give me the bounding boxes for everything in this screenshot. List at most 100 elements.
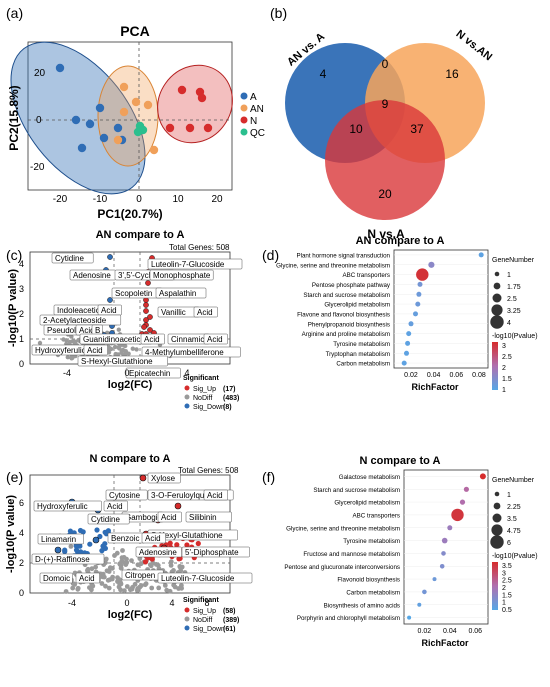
venn-circle-n-a bbox=[325, 100, 445, 220]
bubble-pathway-label: Galactose metabolism bbox=[339, 474, 400, 481]
bubble-xtick: 0.04 bbox=[427, 372, 441, 379]
volcano-e-label-box bbox=[31, 553, 105, 565]
bubble-point bbox=[439, 564, 445, 569]
bubble-size-legend-swatch bbox=[492, 293, 502, 303]
bubble-size-legend-title: GeneNumber bbox=[492, 257, 535, 264]
volcano-e-label: Luteolin-7-Glucoside bbox=[161, 574, 235, 583]
volcano-c-ylabel: -log10(P value) bbox=[7, 269, 19, 347]
volcano-e-legend-swatch bbox=[184, 607, 190, 613]
venn-count-n-a: 20 bbox=[378, 187, 392, 201]
pca-legend-label: QC bbox=[250, 128, 265, 139]
volcano-e-label: Domoic bbox=[43, 574, 70, 583]
volcano-e-label: Acid bbox=[145, 534, 161, 543]
bubble-size-legend-label: 2.25 bbox=[507, 504, 521, 511]
bubble-pathway-label: Glycerolipid metabolism bbox=[334, 500, 400, 507]
volcano-e-label: 3-O-Feruloylquinic bbox=[151, 491, 216, 500]
volcano-c-up-point bbox=[145, 280, 151, 286]
volcano-c-label-box bbox=[83, 344, 108, 356]
volcano-e-total: Total Genes: 508 bbox=[178, 466, 239, 475]
bubble-size-legend-swatch bbox=[493, 282, 501, 290]
bubble-f-title: N compare to A bbox=[360, 455, 441, 467]
volcano-c-label: 3',5'-Cyclic bbox=[118, 271, 156, 280]
volcano-c-xtick: 0 bbox=[124, 368, 129, 378]
bubble-d-frame bbox=[393, 249, 489, 369]
venn-label-n-a: N vs.A bbox=[367, 227, 405, 241]
volcano-e-down-point bbox=[73, 547, 80, 553]
bubble-d-content: Plant hormone signal transduction Glycine… bbox=[276, 252, 488, 379]
volcano-c-legend-swatch bbox=[184, 394, 190, 400]
volcano-c-label: Scopoletin bbox=[115, 289, 152, 298]
bubble-size-legend-label: 6 bbox=[507, 540, 511, 547]
volcano-e-up-point bbox=[195, 540, 201, 547]
panel-letter-b: (b) bbox=[270, 5, 287, 21]
volcano-c-label-box bbox=[155, 287, 207, 299]
bubble-point bbox=[404, 350, 409, 356]
bubble-size-legend-swatch bbox=[492, 513, 502, 523]
volcano-c-label: Cytidine bbox=[55, 254, 84, 263]
volcano-e-point bbox=[168, 559, 174, 565]
bubble-pathway-label: Starch and sucrose metabolism bbox=[313, 487, 400, 494]
bubble-pathway-label: Plant hormone signal transduction bbox=[296, 252, 390, 259]
bubble-pathway-label: Tyrosine metabolism bbox=[333, 341, 390, 348]
volcano-e-ytick: 0 bbox=[19, 588, 24, 598]
volcano-c-point bbox=[37, 340, 43, 346]
venn-count-bc: 37 bbox=[410, 122, 424, 136]
pca-xtick-4: 20 bbox=[211, 194, 223, 205]
pca-ytick-20: 20 bbox=[34, 68, 46, 79]
bubble-point bbox=[441, 537, 448, 544]
volcano-c-legend-count: (17) bbox=[223, 386, 235, 393]
volcano-e-label-box bbox=[135, 546, 182, 558]
volcano-c-legend-label: Sig_Down bbox=[193, 404, 225, 411]
bubble-color-legend-label: 1.5 bbox=[502, 592, 512, 599]
pca-point bbox=[119, 107, 129, 117]
bubble-point bbox=[416, 268, 429, 281]
volcano-e-point bbox=[117, 581, 123, 587]
volcano-e-label-box bbox=[203, 489, 228, 501]
bubble-point bbox=[459, 499, 466, 505]
volcano-c-panel: AN compare to A Total Genes: 508 Cytidin… bbox=[7, 229, 243, 411]
pca-legend-label: N bbox=[250, 116, 257, 127]
volcano-c-legend-count: (483) bbox=[223, 395, 239, 402]
bubble-point bbox=[416, 291, 422, 297]
bubble-point bbox=[422, 589, 427, 595]
volcano-e-label: Linamarin bbox=[41, 535, 76, 544]
volcano-e-up-point bbox=[142, 559, 149, 565]
volcano-e-legend-count: (389) bbox=[223, 617, 239, 624]
pca-xtick-0: -20 bbox=[53, 194, 68, 205]
bubble-size-legend-swatch bbox=[491, 524, 503, 536]
volcano-c-label: Acid bbox=[197, 308, 213, 317]
volcano-c-legend-label: NoDiff bbox=[193, 395, 212, 402]
volcano-c-point bbox=[69, 334, 74, 339]
volcano-e-label: Acid bbox=[79, 574, 95, 583]
volcano-e-up-point bbox=[184, 542, 190, 548]
volcano-e-point bbox=[93, 564, 98, 570]
volcano-c-label-box bbox=[51, 252, 94, 264]
volcano-c-label: Vanillic bbox=[161, 308, 186, 317]
volcano-c-legend-label: Sig_Up bbox=[193, 386, 216, 393]
volcano-e-xtick: -4 bbox=[68, 598, 76, 608]
pca-title: PCA bbox=[120, 23, 150, 39]
bubble-f-panel: N compare to A Galactose metabolism Starc… bbox=[284, 455, 537, 648]
pca-legend-swatch bbox=[240, 128, 248, 136]
bubble-pathway-label: ABC transporters bbox=[353, 512, 400, 519]
volcano-c-point bbox=[130, 346, 135, 351]
volcano-e-label: Acid bbox=[107, 502, 123, 511]
volcano-e-label: Citropen bbox=[125, 571, 155, 580]
bubble-color-legend-label: 2.5 bbox=[502, 578, 512, 585]
bubble-size-legend-label: 3.5 bbox=[507, 516, 517, 523]
pca-point bbox=[185, 123, 195, 133]
volcano-e-point bbox=[68, 544, 74, 549]
bubble-point bbox=[417, 602, 422, 607]
volcano-c-label: Aspalathin bbox=[159, 289, 196, 298]
volcano-e-point bbox=[137, 556, 143, 561]
bubble-point bbox=[428, 261, 435, 268]
pca-xtick-3: 10 bbox=[172, 194, 184, 205]
volcano-c-point bbox=[123, 343, 128, 349]
volcano-e-point bbox=[63, 589, 69, 594]
volcano-c-point bbox=[61, 337, 66, 342]
volcano-e-label: Cytosine bbox=[109, 491, 141, 500]
pca-point bbox=[99, 133, 109, 143]
volcano-c-point bbox=[134, 347, 139, 352]
